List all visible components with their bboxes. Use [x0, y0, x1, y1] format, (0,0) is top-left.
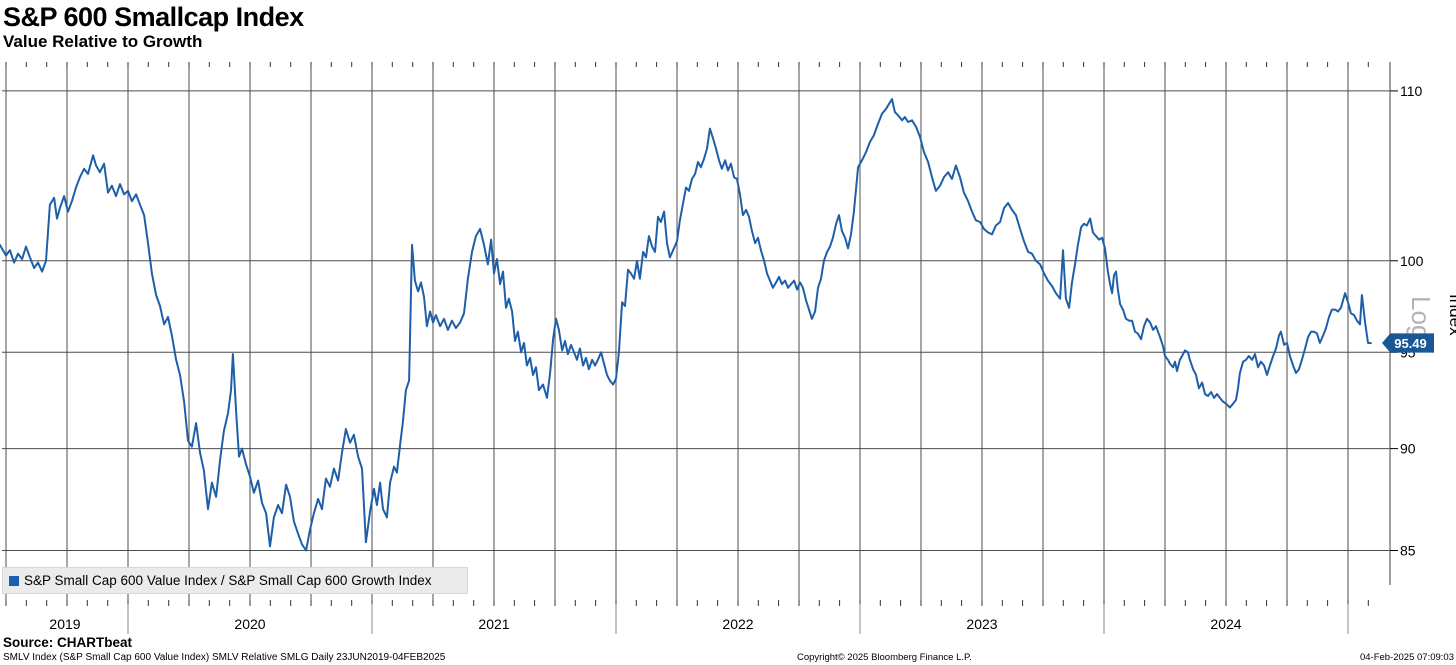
y-axis-tick-label: 85 [1400, 543, 1416, 559]
y-axis-tick-label: 100 [1400, 253, 1424, 269]
legend: S&P Small Cap 600 Value Index / S&P Smal… [2, 567, 468, 594]
y-axis-tick-label: 110 [1400, 83, 1423, 99]
last-value-badge: 95.49 [1382, 333, 1434, 353]
timestamp-label: 04-Feb-2025 07:09:03 [1359, 652, 1454, 663]
legend-swatch-icon [9, 575, 19, 586]
legend-label: S&P Small Cap 600 Value Index / S&P Smal… [24, 573, 432, 588]
x-axis-year-label: 2021 [478, 616, 509, 632]
source-label: Source: CHARTbeat [3, 635, 133, 650]
x-axis-year-label: 2019 [49, 616, 80, 632]
x-axis-year-label: 2024 [1210, 616, 1241, 632]
y-axis-title: Index [1446, 294, 1456, 336]
x-axis-year-label: 2020 [234, 616, 265, 632]
chart-subtitle: Value Relative to Growth [3, 32, 203, 51]
y-axis-tick-label: 90 [1400, 441, 1416, 457]
log-scale-label[interactable]: Log [1406, 296, 1436, 339]
security-detail-label: SMLV Index (S&P Small Cap 600 Value Inde… [3, 652, 446, 663]
copyright-label: Copyright© 2025 Bloomberg Finance L.P. [797, 652, 972, 663]
x-axis-year-label: 2023 [966, 616, 997, 632]
x-axis-year-label: 2022 [722, 616, 753, 632]
value-growth-ratio-line [0, 98, 1372, 552]
chart-title: S&P 600 Smallcap Index [3, 2, 304, 32]
